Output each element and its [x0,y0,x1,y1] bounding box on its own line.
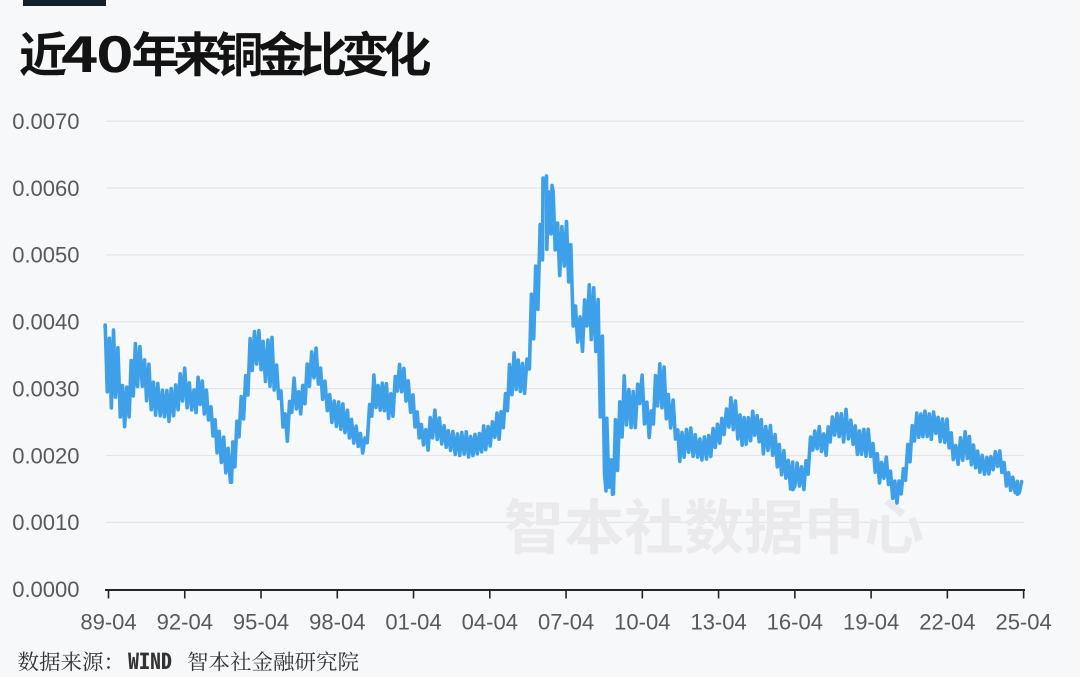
svg-text:19-04: 19-04 [843,610,899,635]
svg-text:0.0070: 0.0070 [12,109,79,134]
svg-text:92-04: 92-04 [157,610,213,635]
svg-text:0.0040: 0.0040 [12,310,79,335]
svg-text:0.0000: 0.0000 [12,577,79,602]
svg-text:16-04: 16-04 [767,610,823,635]
svg-text:25-04: 25-04 [995,610,1051,635]
svg-text:95-04: 95-04 [233,610,289,635]
svg-text:0.0010: 0.0010 [12,510,79,535]
svg-text:07-04: 07-04 [538,610,594,635]
svg-text:0.0060: 0.0060 [12,176,79,201]
svg-text:0.0050: 0.0050 [12,243,79,268]
svg-text:01-04: 01-04 [385,610,441,635]
svg-text:13-04: 13-04 [690,610,746,635]
svg-text:22-04: 22-04 [919,610,975,635]
svg-text:10-04: 10-04 [614,610,670,635]
svg-text:0.0020: 0.0020 [12,443,79,468]
svg-text:0.0030: 0.0030 [12,376,79,401]
svg-text:04-04: 04-04 [462,610,518,635]
svg-text:89-04: 89-04 [80,610,136,635]
svg-text:98-04: 98-04 [309,610,365,635]
